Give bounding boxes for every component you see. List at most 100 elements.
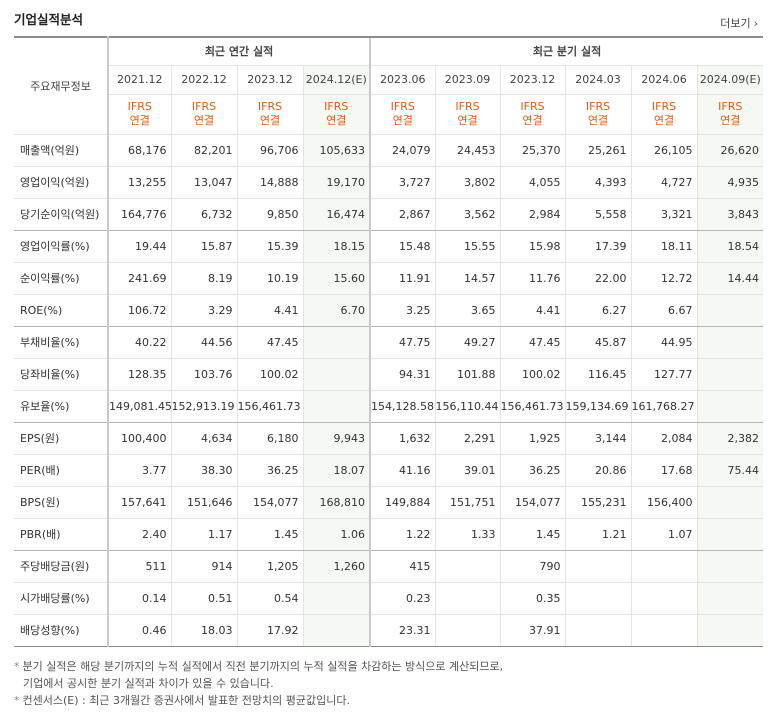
value-cell: 152,913.19 (171, 390, 238, 423)
value-cell: 15.39 (237, 230, 304, 263)
table-row: 당좌비율(%) 128.35 103.76 100.02 94.31 101.88 100.… (14, 358, 764, 391)
table-row: 당기순이익(억원) 164,776 6,732 9,850 16,474 2,867 3,5… (14, 198, 764, 231)
period-header: 2023.12 (237, 65, 304, 95)
value-cell: 151,646 (171, 486, 238, 519)
value-cell: 0.35 (500, 582, 566, 615)
value-cell: 5,558 (565, 198, 632, 231)
value-cell: 103.76 (171, 358, 238, 391)
table-row: EPS(원) 100,400 4,634 6,180 9,943 1,632 2,291 1,… (14, 422, 764, 455)
value-cell: 18.11 (631, 230, 698, 263)
value-cell: 22.00 (565, 262, 632, 295)
value-cell: 156,110.44 (435, 390, 501, 423)
value-cell: 19.44 (108, 230, 172, 263)
value-cell: 0.51 (171, 582, 238, 615)
table-row: 시가배당률(%) 0.14 0.51 0.54 0.23 0.35 (14, 582, 764, 615)
value-cell: 3,843 (697, 198, 764, 231)
row-label: 매출액(억원) (14, 134, 109, 167)
basis-header: IFRS 연결 (237, 94, 304, 135)
value-cell: 511 (108, 550, 172, 583)
value-cell: 68,176 (108, 134, 172, 167)
value-cell: 3.29 (171, 294, 238, 327)
value-cell: 790 (500, 550, 566, 583)
basis-scope: 연결 (720, 114, 741, 127)
row-label: BPS(원) (14, 486, 109, 519)
row-label: 배당성향(%) (14, 614, 109, 647)
basis-header: IFRS 연결 (171, 94, 238, 135)
value-cell: 164,776 (108, 198, 172, 231)
value-cell (697, 518, 764, 551)
basis-header: IFRS 연결 (697, 94, 764, 135)
financial-summary-table: 주요재무정보 최근 연간 실적 최근 분기 실적 2021.12 2022.12 2… (14, 36, 764, 647)
basis-header: IFRS 연결 (565, 94, 632, 135)
basis-header: IFRS 연결 (631, 94, 698, 135)
value-cell: 6.67 (631, 294, 698, 327)
table-row: 매출액(억원) 68,176 82,201 96,706 105,633 24,079 24… (14, 134, 764, 167)
basis-header: IFRS 연결 (500, 94, 566, 135)
value-cell (565, 582, 632, 615)
basis-scope: 연결 (326, 114, 347, 127)
row-label-header: 주요재무정보 (14, 36, 109, 135)
value-cell: 18.03 (171, 614, 238, 647)
value-cell (697, 358, 764, 391)
financial-rows: 매출액(억원) 68,176 82,201 96,706 105,633 24,079 24… (14, 134, 764, 647)
value-cell: 127.77 (631, 358, 698, 391)
value-cell (303, 358, 371, 391)
value-cell: 9,850 (237, 198, 304, 231)
value-cell: 3,144 (565, 422, 632, 455)
value-cell (697, 390, 764, 423)
value-cell (631, 614, 698, 647)
value-cell: 1,925 (500, 422, 566, 455)
value-cell: 15.98 (500, 230, 566, 263)
value-cell: 18.07 (303, 454, 371, 487)
row-label: 부채비율(%) (14, 326, 109, 359)
period-header: 2024.12(E) (303, 65, 371, 95)
value-cell: 15.87 (171, 230, 238, 263)
value-cell: 2.40 (108, 518, 172, 551)
row-label: 영업이익률(%) (14, 230, 109, 263)
value-cell: 19,170 (303, 166, 371, 199)
row-label: ROE(%) (14, 294, 109, 327)
value-cell: 156,461.73 (500, 390, 566, 423)
value-cell: 149,884 (369, 486, 436, 519)
more-link[interactable]: 더보기 › (720, 15, 758, 31)
basis-header: IFRS 연결 (108, 94, 172, 135)
value-cell: 1.17 (171, 518, 238, 551)
value-cell: 106.72 (108, 294, 172, 327)
value-cell: 151,751 (435, 486, 501, 519)
value-cell: 94.31 (369, 358, 436, 391)
value-cell: 44.95 (631, 326, 698, 359)
value-cell: 1.07 (631, 518, 698, 551)
value-cell: 149,081.45 (108, 390, 172, 423)
annual-group-header: 최근 연간 실적 (108, 36, 371, 66)
more-link-label: 더보기 (720, 17, 751, 30)
value-cell: 24,453 (435, 134, 501, 167)
value-cell: 16,474 (303, 198, 371, 231)
value-cell: 156,400 (631, 486, 698, 519)
value-cell: 100,400 (108, 422, 172, 455)
value-cell: 1.21 (565, 518, 632, 551)
basis-standard: IFRS (257, 100, 283, 113)
basis-standard: IFRS (455, 100, 480, 113)
value-cell: 101.88 (435, 358, 501, 391)
value-cell: 6.27 (565, 294, 632, 327)
value-cell: 18.15 (303, 230, 371, 263)
basis-header: IFRS 연결 (369, 94, 436, 135)
basis-standard: IFRS (718, 100, 743, 113)
value-cell: 1.45 (500, 518, 566, 551)
value-cell: 75.44 (697, 454, 764, 487)
row-label: 영업이익(억원) (14, 166, 109, 199)
value-cell: 2,382 (697, 422, 764, 455)
value-cell: 14.44 (697, 262, 764, 295)
value-cell: 39.01 (435, 454, 501, 487)
value-cell: 24,079 (369, 134, 436, 167)
value-cell: 1,205 (237, 550, 304, 583)
basis-scope: 연결 (457, 114, 478, 127)
value-cell: 40.22 (108, 326, 172, 359)
value-cell: 1.22 (369, 518, 436, 551)
value-cell: 6,180 (237, 422, 304, 455)
basis-standard: IFRS (585, 100, 611, 113)
value-cell (565, 614, 632, 647)
value-cell: 41.16 (369, 454, 436, 487)
value-cell: 37.91 (500, 614, 566, 647)
value-cell: 45.87 (565, 326, 632, 359)
